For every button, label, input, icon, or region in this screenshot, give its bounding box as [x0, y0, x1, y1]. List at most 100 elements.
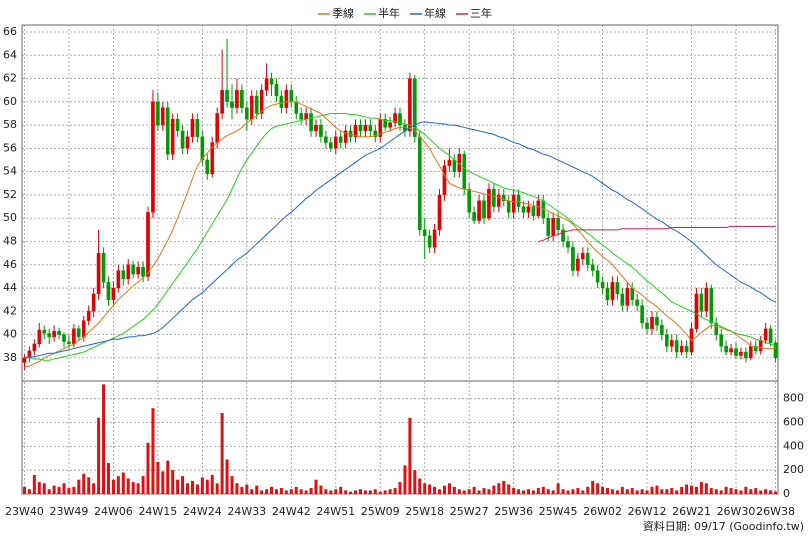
volume-bar — [610, 489, 614, 494]
volume-bar — [358, 489, 362, 494]
volume-bar — [151, 408, 155, 494]
volume-bar — [467, 489, 471, 494]
y2-tick-label: 400 — [783, 439, 804, 452]
volume-bar — [462, 490, 466, 494]
volume-bar — [581, 490, 585, 494]
candle-body — [482, 200, 486, 219]
volume-bar — [551, 490, 555, 494]
candle-body — [610, 282, 615, 300]
volume-bar — [665, 489, 669, 494]
candle-body — [674, 340, 679, 353]
volume-bar — [680, 486, 684, 494]
volume-bar — [734, 489, 738, 494]
candle-body — [714, 322, 719, 335]
volume-bar — [398, 482, 402, 494]
candle-body — [156, 101, 160, 126]
volume-bar — [482, 488, 486, 494]
volume-bar — [240, 486, 244, 494]
candle-body — [679, 346, 684, 353]
candle-body — [561, 229, 565, 242]
volume-bar — [526, 489, 530, 494]
volume-bar — [161, 471, 165, 494]
volume-bar — [220, 412, 224, 494]
x-tick-label: 25W18 — [405, 505, 444, 518]
volume-bar — [111, 479, 115, 494]
volume-bar — [146, 442, 150, 494]
candle-body — [165, 107, 170, 155]
volume-bar — [47, 489, 51, 494]
candle-body — [185, 136, 190, 149]
candle-body — [551, 218, 555, 236]
ma-line — [24, 121, 776, 359]
volume-bar — [729, 488, 733, 494]
candle-body — [699, 293, 704, 312]
candle-body — [72, 328, 76, 345]
candle-body — [309, 113, 313, 132]
candle-body — [368, 124, 373, 132]
volume-bar — [739, 490, 743, 494]
candle-body — [417, 136, 422, 231]
volume-bar — [141, 476, 145, 494]
volume-bar — [749, 489, 753, 494]
x-tick-label: 23W49 — [50, 505, 89, 518]
volume-bar — [245, 484, 249, 494]
volume-bar — [492, 485, 496, 494]
volume-bar — [606, 488, 610, 494]
candle-body — [630, 287, 635, 300]
volume-bar — [774, 491, 778, 494]
candle-body — [684, 346, 689, 353]
candle-body — [279, 95, 284, 108]
candle-body — [333, 136, 338, 149]
volume-bar — [37, 482, 41, 494]
candle-body — [734, 348, 738, 356]
candle-body — [383, 119, 387, 128]
volume-bar — [754, 488, 758, 494]
candle-body — [324, 136, 328, 143]
volume-bar — [497, 483, 501, 494]
y-tick-label: 64 — [3, 48, 17, 61]
candle-body — [645, 322, 649, 329]
volume-bar — [660, 489, 664, 494]
candle-body — [353, 124, 358, 137]
candle-body — [249, 95, 254, 120]
y2-tick-label: 0 — [783, 487, 790, 500]
candle-body — [225, 89, 229, 103]
candle-body — [501, 194, 506, 201]
candle-body — [739, 351, 743, 356]
volume-bar — [230, 476, 234, 494]
candle-body — [571, 247, 575, 271]
volume-bar — [541, 486, 545, 494]
volume-bar — [121, 472, 125, 494]
candle-body — [205, 159, 210, 175]
x-tick-label: 26W12 — [628, 505, 667, 518]
volume-bar — [477, 490, 481, 494]
volume-bar — [744, 486, 748, 494]
candle-body — [669, 340, 674, 347]
candle-body — [640, 305, 644, 324]
volume-bar — [571, 489, 575, 494]
candle-body — [487, 188, 491, 219]
candle-body — [151, 101, 155, 213]
x-tick-label: 24W51 — [316, 505, 355, 518]
volume-bar — [368, 490, 372, 494]
volume-bar — [601, 486, 605, 494]
volume-bar — [304, 490, 308, 494]
candle-body — [264, 78, 269, 91]
volume-bar — [408, 417, 412, 494]
candle-body — [511, 194, 516, 213]
volume-bar — [438, 489, 442, 494]
volume-bar — [502, 480, 506, 494]
volume-bar — [32, 474, 36, 494]
volume-bar — [413, 470, 417, 494]
candle-body — [269, 78, 274, 85]
volume-bar — [423, 483, 427, 494]
candle-body — [210, 142, 215, 175]
candle-body — [363, 124, 368, 132]
candle-body — [141, 266, 145, 277]
candle-body — [536, 200, 541, 217]
volume-bar — [205, 479, 209, 494]
volume-bar — [190, 480, 194, 494]
x-tick-label: 25W09 — [361, 505, 400, 518]
candle-body — [373, 130, 378, 137]
